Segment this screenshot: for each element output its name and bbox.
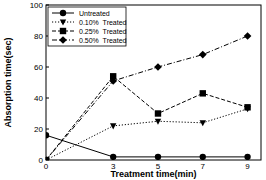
point xyxy=(46,156,50,160)
point xyxy=(200,120,206,126)
point xyxy=(154,63,162,71)
point xyxy=(110,154,116,160)
legend-marker xyxy=(60,19,66,25)
y-tick-label: 40 xyxy=(34,94,43,103)
point xyxy=(200,154,206,160)
legend-marker xyxy=(60,10,66,16)
y-tick-label: 60 xyxy=(34,63,43,72)
plot-area xyxy=(46,32,251,160)
y-tick-label: 80 xyxy=(34,32,43,41)
legend-box xyxy=(48,7,126,46)
point xyxy=(200,90,206,96)
legend: Untreated 0.10% Treated 0.25% Treated 0.50%… xyxy=(48,7,127,46)
chart: 02040608010003579Treatment time(min)Abso… xyxy=(0,0,266,180)
y-tick-label: 20 xyxy=(34,125,43,134)
point xyxy=(155,110,161,116)
point xyxy=(155,119,161,125)
series-line xyxy=(46,76,248,160)
legend-label: 0.10% Treated xyxy=(79,19,127,26)
y-tick xyxy=(46,5,49,6)
x-axis-label: Treatment time(min) xyxy=(110,169,196,179)
legend-label: 0.50% Treated xyxy=(79,37,127,44)
point xyxy=(244,32,252,40)
series-line xyxy=(46,36,248,160)
x-tick-label: 9 xyxy=(245,162,250,171)
legend-label: Untreated xyxy=(79,10,110,17)
y-tick xyxy=(46,129,49,130)
legend-label: 0.25% Treated xyxy=(79,28,127,35)
y-tick-label: 100 xyxy=(30,1,44,10)
point xyxy=(155,154,161,160)
point xyxy=(199,51,207,59)
x-tick-label: 7 xyxy=(201,162,206,171)
y-axis-label: Absorption time(sec) xyxy=(3,37,13,127)
series-line xyxy=(46,109,248,160)
x-tick-label: 0 xyxy=(44,162,49,171)
point xyxy=(46,132,49,138)
point xyxy=(244,154,250,160)
point xyxy=(110,123,116,129)
point xyxy=(244,104,250,110)
series-line xyxy=(46,135,248,157)
y-tick xyxy=(46,98,49,99)
y-tick xyxy=(46,67,49,68)
legend-marker xyxy=(59,36,67,44)
plot-frame xyxy=(46,5,261,160)
legend-marker xyxy=(60,28,66,34)
point xyxy=(109,77,117,85)
